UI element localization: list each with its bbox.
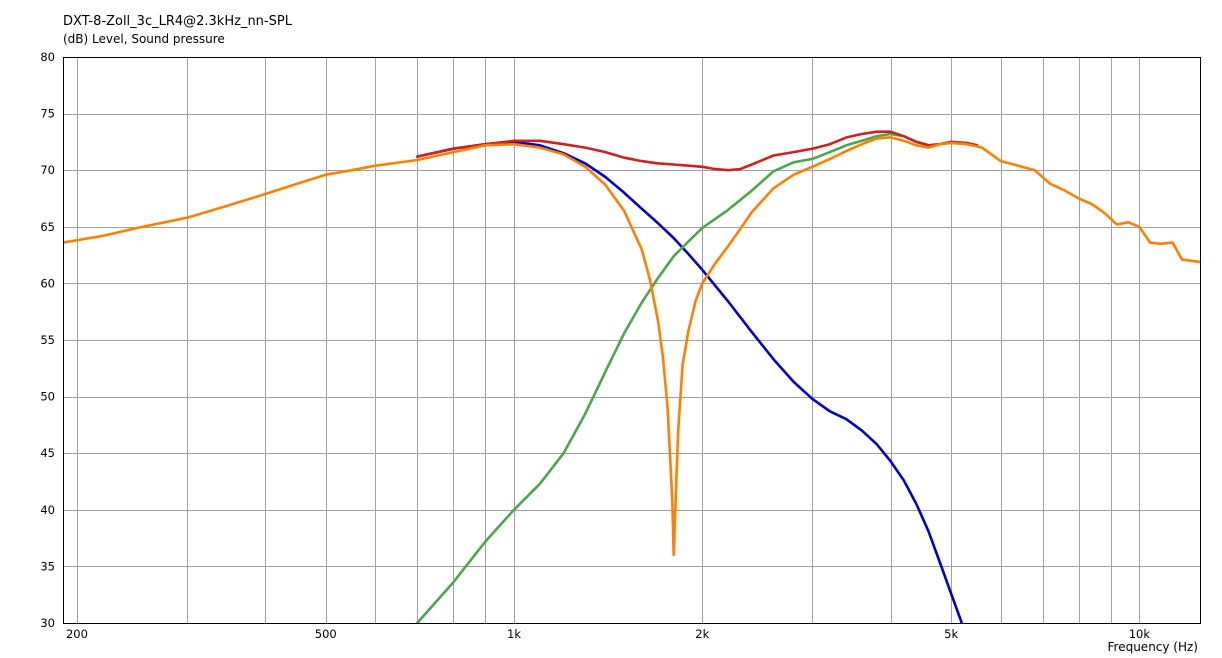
series-line-2 bbox=[415, 132, 979, 623]
y-tick-label: 35 bbox=[40, 559, 55, 573]
series-line-1 bbox=[415, 140, 964, 623]
y-tick-label: 75 bbox=[40, 107, 55, 121]
x-tick-labels: 200 500 1k 2k 5k 10k bbox=[66, 627, 1150, 641]
x-tick-label: 5k bbox=[944, 627, 958, 641]
y-tick-label: 45 bbox=[40, 446, 55, 460]
x-tick-label: 2k bbox=[695, 627, 709, 641]
chart-title: DXT-8-Zoll_3c_LR4@2.3kHz_nn-SPL bbox=[63, 14, 293, 29]
grid-lines bbox=[63, 57, 1200, 624]
y-tick-label: 40 bbox=[40, 503, 55, 517]
x-axis-label: Frequency (Hz) bbox=[1108, 640, 1199, 654]
y-tick-labels: 30 35 40 45 50 55 60 65 70 75 80 bbox=[40, 50, 55, 630]
y-tick-label: 50 bbox=[40, 390, 55, 404]
plot-frame bbox=[63, 57, 1201, 624]
y-axis-label: (dB) Level, Sound pressure bbox=[63, 32, 225, 46]
series-lines bbox=[63, 130, 1200, 623]
x-tick-label: 200 bbox=[66, 627, 88, 641]
series-line-4 bbox=[63, 136, 1200, 557]
y-tick-label: 30 bbox=[40, 616, 55, 630]
x-tick-label: 10k bbox=[1129, 627, 1151, 641]
series-line-3 bbox=[415, 130, 979, 172]
y-tick-label: 60 bbox=[40, 276, 55, 290]
y-tick-label: 70 bbox=[40, 163, 55, 177]
x-tick-label: 1k bbox=[507, 627, 521, 641]
y-tick-label: 65 bbox=[40, 220, 55, 234]
y-tick-label: 80 bbox=[40, 50, 55, 64]
y-tick-label: 55 bbox=[40, 333, 55, 347]
x-tick-label: 500 bbox=[315, 627, 337, 641]
